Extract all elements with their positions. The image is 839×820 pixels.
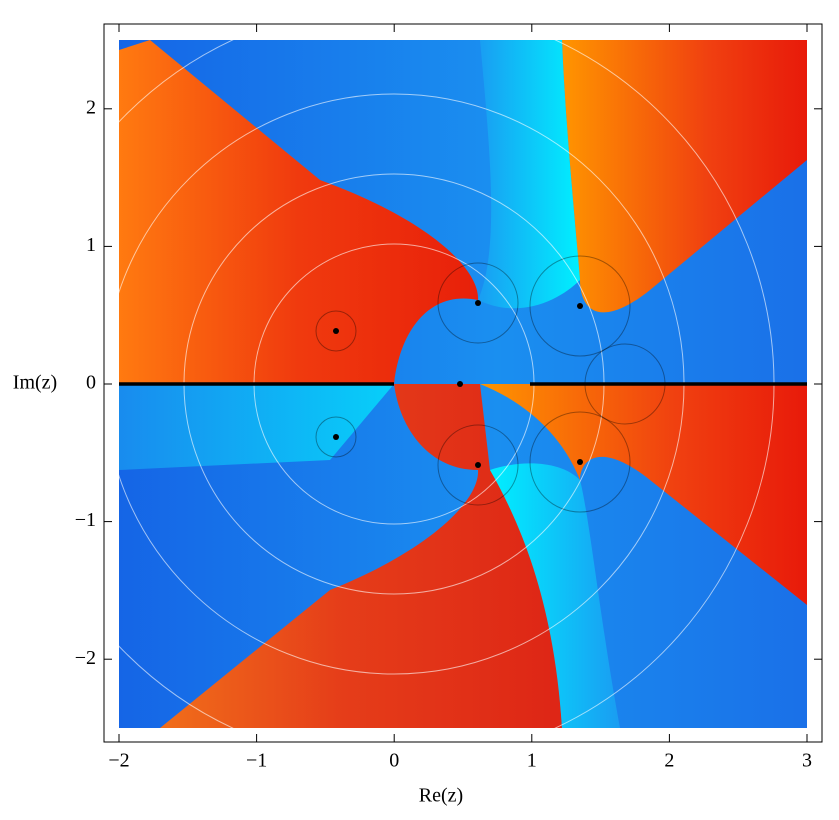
x-tick-label: 0 xyxy=(389,750,399,772)
region xyxy=(478,40,580,309)
region xyxy=(119,40,479,384)
y-tick-label: −2 xyxy=(75,647,96,669)
region xyxy=(562,40,807,313)
y-axis-label: Im(z) xyxy=(13,372,57,394)
x-tick-label: 1 xyxy=(527,750,537,772)
frame xyxy=(103,23,823,743)
x-tick-label: 3 xyxy=(802,750,812,772)
plot-area xyxy=(119,40,807,728)
y-tick-label: 0 xyxy=(86,372,96,394)
region xyxy=(119,384,562,728)
x-tick-label: −1 xyxy=(246,750,267,772)
region xyxy=(480,384,807,605)
x-tick-label: 2 xyxy=(664,750,674,772)
region xyxy=(490,463,620,728)
critical-points xyxy=(333,300,583,468)
y-tick-label: 2 xyxy=(86,96,96,118)
y-tick-label: −1 xyxy=(75,509,96,531)
y-tick-label: 1 xyxy=(86,234,96,256)
x-axis-label: Re(z) xyxy=(419,785,463,807)
x-tick-label: −2 xyxy=(108,750,129,772)
contours xyxy=(315,255,666,513)
region xyxy=(119,384,394,470)
